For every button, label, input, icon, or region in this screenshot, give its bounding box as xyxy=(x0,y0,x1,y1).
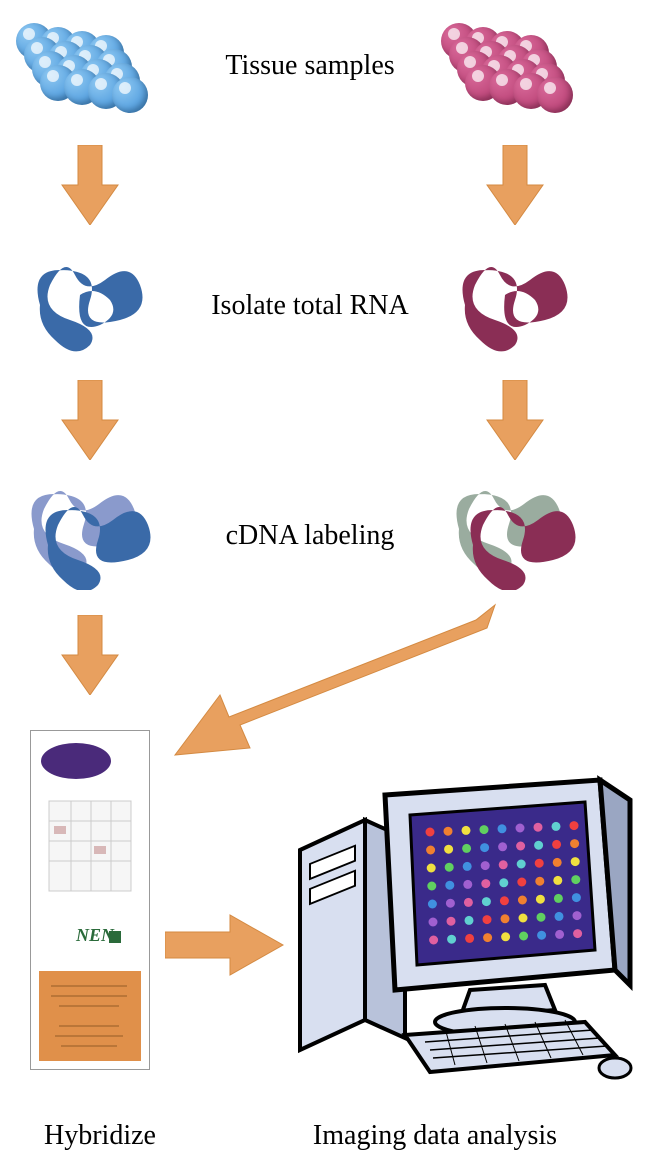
arrow-down-icon xyxy=(60,380,120,460)
arrow-down-icon xyxy=(60,145,120,225)
tissue-sample-blue xyxy=(20,10,160,120)
arrow-diagonal-icon xyxy=(165,595,515,765)
cdna-magenta-icon xyxy=(445,480,585,590)
arrow-right-icon xyxy=(165,910,285,980)
tissue-sample-magenta xyxy=(445,10,585,120)
hybridize-label: Hybridize xyxy=(20,1120,180,1152)
tissue-label: Tissue samples xyxy=(195,50,425,82)
arrow-down-icon xyxy=(485,145,545,225)
computer-icon xyxy=(295,760,635,1080)
cdna-blue-icon xyxy=(20,480,160,590)
imaging-label: Imaging data analysis xyxy=(255,1120,615,1152)
arrow-down-icon xyxy=(485,380,545,460)
rna-blue-icon xyxy=(20,250,160,360)
arrow-down-icon xyxy=(60,615,120,695)
hybridize-membrane: NEN xyxy=(30,730,150,1070)
cdna-label: cDNA labeling xyxy=(210,520,410,552)
rna-label: Isolate total RNA xyxy=(195,290,425,322)
rna-magenta-icon xyxy=(445,250,585,360)
